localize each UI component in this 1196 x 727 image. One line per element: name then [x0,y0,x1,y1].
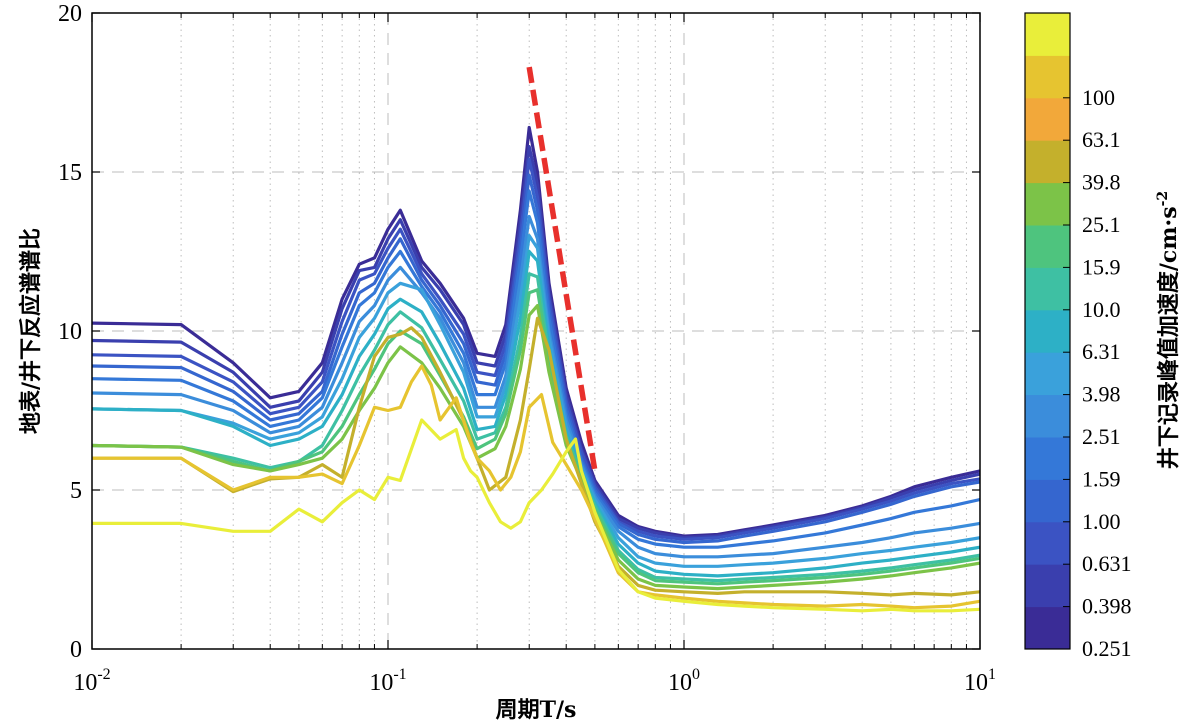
colorbar-swatch [1025,394,1070,438]
colorbar-label: 1.59 [1082,466,1121,491]
x-tick-label: 100 [668,666,700,696]
colorbar-swatch [1025,437,1070,480]
colorbar-label: 100 [1082,85,1115,110]
x-tick-label: 10-1 [369,666,406,696]
colorbar-swatch [1025,182,1070,226]
colorbar-label: 1.00 [1082,509,1121,534]
colorbar-frame [1024,12,1071,650]
colorbar-label: 6.31 [1082,339,1121,364]
y-axis-label: 地表/井下反应谱谱比 [18,228,44,434]
series-line-13 [92,418,980,613]
colorbar-label: 39.8 [1082,170,1121,195]
colorbar-swatch [1025,97,1070,141]
colorbar-swatch [1025,267,1070,311]
colorbar-title: 井下记录峰值加速度/cm·s-2 [1155,191,1182,469]
colorbar-swatch [1025,225,1070,268]
colorbar [1024,12,1071,650]
colorbar-swatch [1025,606,1070,650]
y-tick-label: 0 [70,637,82,663]
series-line-11 [92,316,980,597]
y-tick-label: 15 [58,160,82,186]
x-tick-label: 101 [964,666,996,696]
x-tick-labels: 10-2 10-1 100 101 [73,666,996,696]
colorbar-swatch [1025,479,1070,523]
x-tick-label: 10-2 [73,666,110,696]
y-tick-labels: 0 5 10 15 20 [58,1,82,663]
y-tick-label: 5 [70,478,82,504]
colorbar-label: 2.51 [1082,424,1121,449]
colorbar-swatch [1025,55,1070,99]
x-axis-label: 周期T/s [496,697,577,723]
series-line-8 [92,272,980,583]
colorbar-swatch [1025,13,1070,56]
colorbar-label: 63.1 [1082,127,1121,152]
series-line-6 [92,234,980,568]
y-tick-label: 20 [58,1,82,27]
axis-ticks [91,12,981,650]
series-line-2 [92,157,980,541]
colorbar-label: 3.98 [1082,382,1121,407]
colorbar-swatch [1025,309,1070,353]
colorbar-label: 0.631 [1082,551,1132,576]
series-line-9 [92,288,980,586]
series-line-4 [92,189,980,549]
series-line-5 [92,214,980,559]
series-line-10 [92,304,980,591]
colorbar-swatch [1025,140,1070,184]
series-line-3 [92,173,980,545]
colorbar-swatch [1025,352,1070,396]
colorbar-label: 25.1 [1082,212,1121,237]
colorbar-labels: 0.251 0.398 0.631 1.00 1.59 2.51 3.98 6.31 10.0 1… [1063,85,1132,661]
colorbar-label: 0.398 [1082,594,1132,619]
colorbar-title-exponent: -2 [1155,191,1171,207]
colorbar-label: 10.0 [1082,297,1121,322]
series-group [92,66,980,613]
y-tick-label: 10 [58,319,82,345]
colorbar-label: 0.251 [1082,636,1132,661]
colorbar-swatch [1025,521,1070,565]
colorbar-swatch [1025,564,1070,608]
colorbar-label: 15.9 [1082,254,1121,279]
series-line-7 [92,249,980,578]
series-line-12 [92,364,980,610]
